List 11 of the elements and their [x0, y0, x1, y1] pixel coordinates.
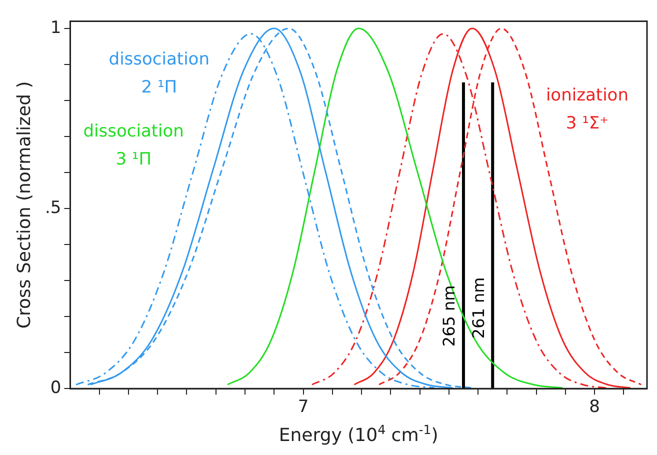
y-axis-title: Cross Section (normalized ) — [14, 81, 35, 329]
x-tick-label: 8 — [589, 397, 600, 418]
x-tick-label: 7 — [298, 397, 309, 418]
text: ionization 3 ¹Σ⁺ — [546, 85, 628, 134]
y-tick-label: .5 — [44, 198, 62, 218]
series-label: dissociation 2 ¹Π — [108, 49, 210, 98]
y-tick-label: 1 — [50, 18, 62, 38]
text: 261 nm — [468, 277, 488, 339]
y-tick-label: 0 — [50, 378, 62, 398]
text: 265 nm — [440, 285, 459, 347]
text: dissociation 3 ¹Π — [83, 121, 184, 170]
